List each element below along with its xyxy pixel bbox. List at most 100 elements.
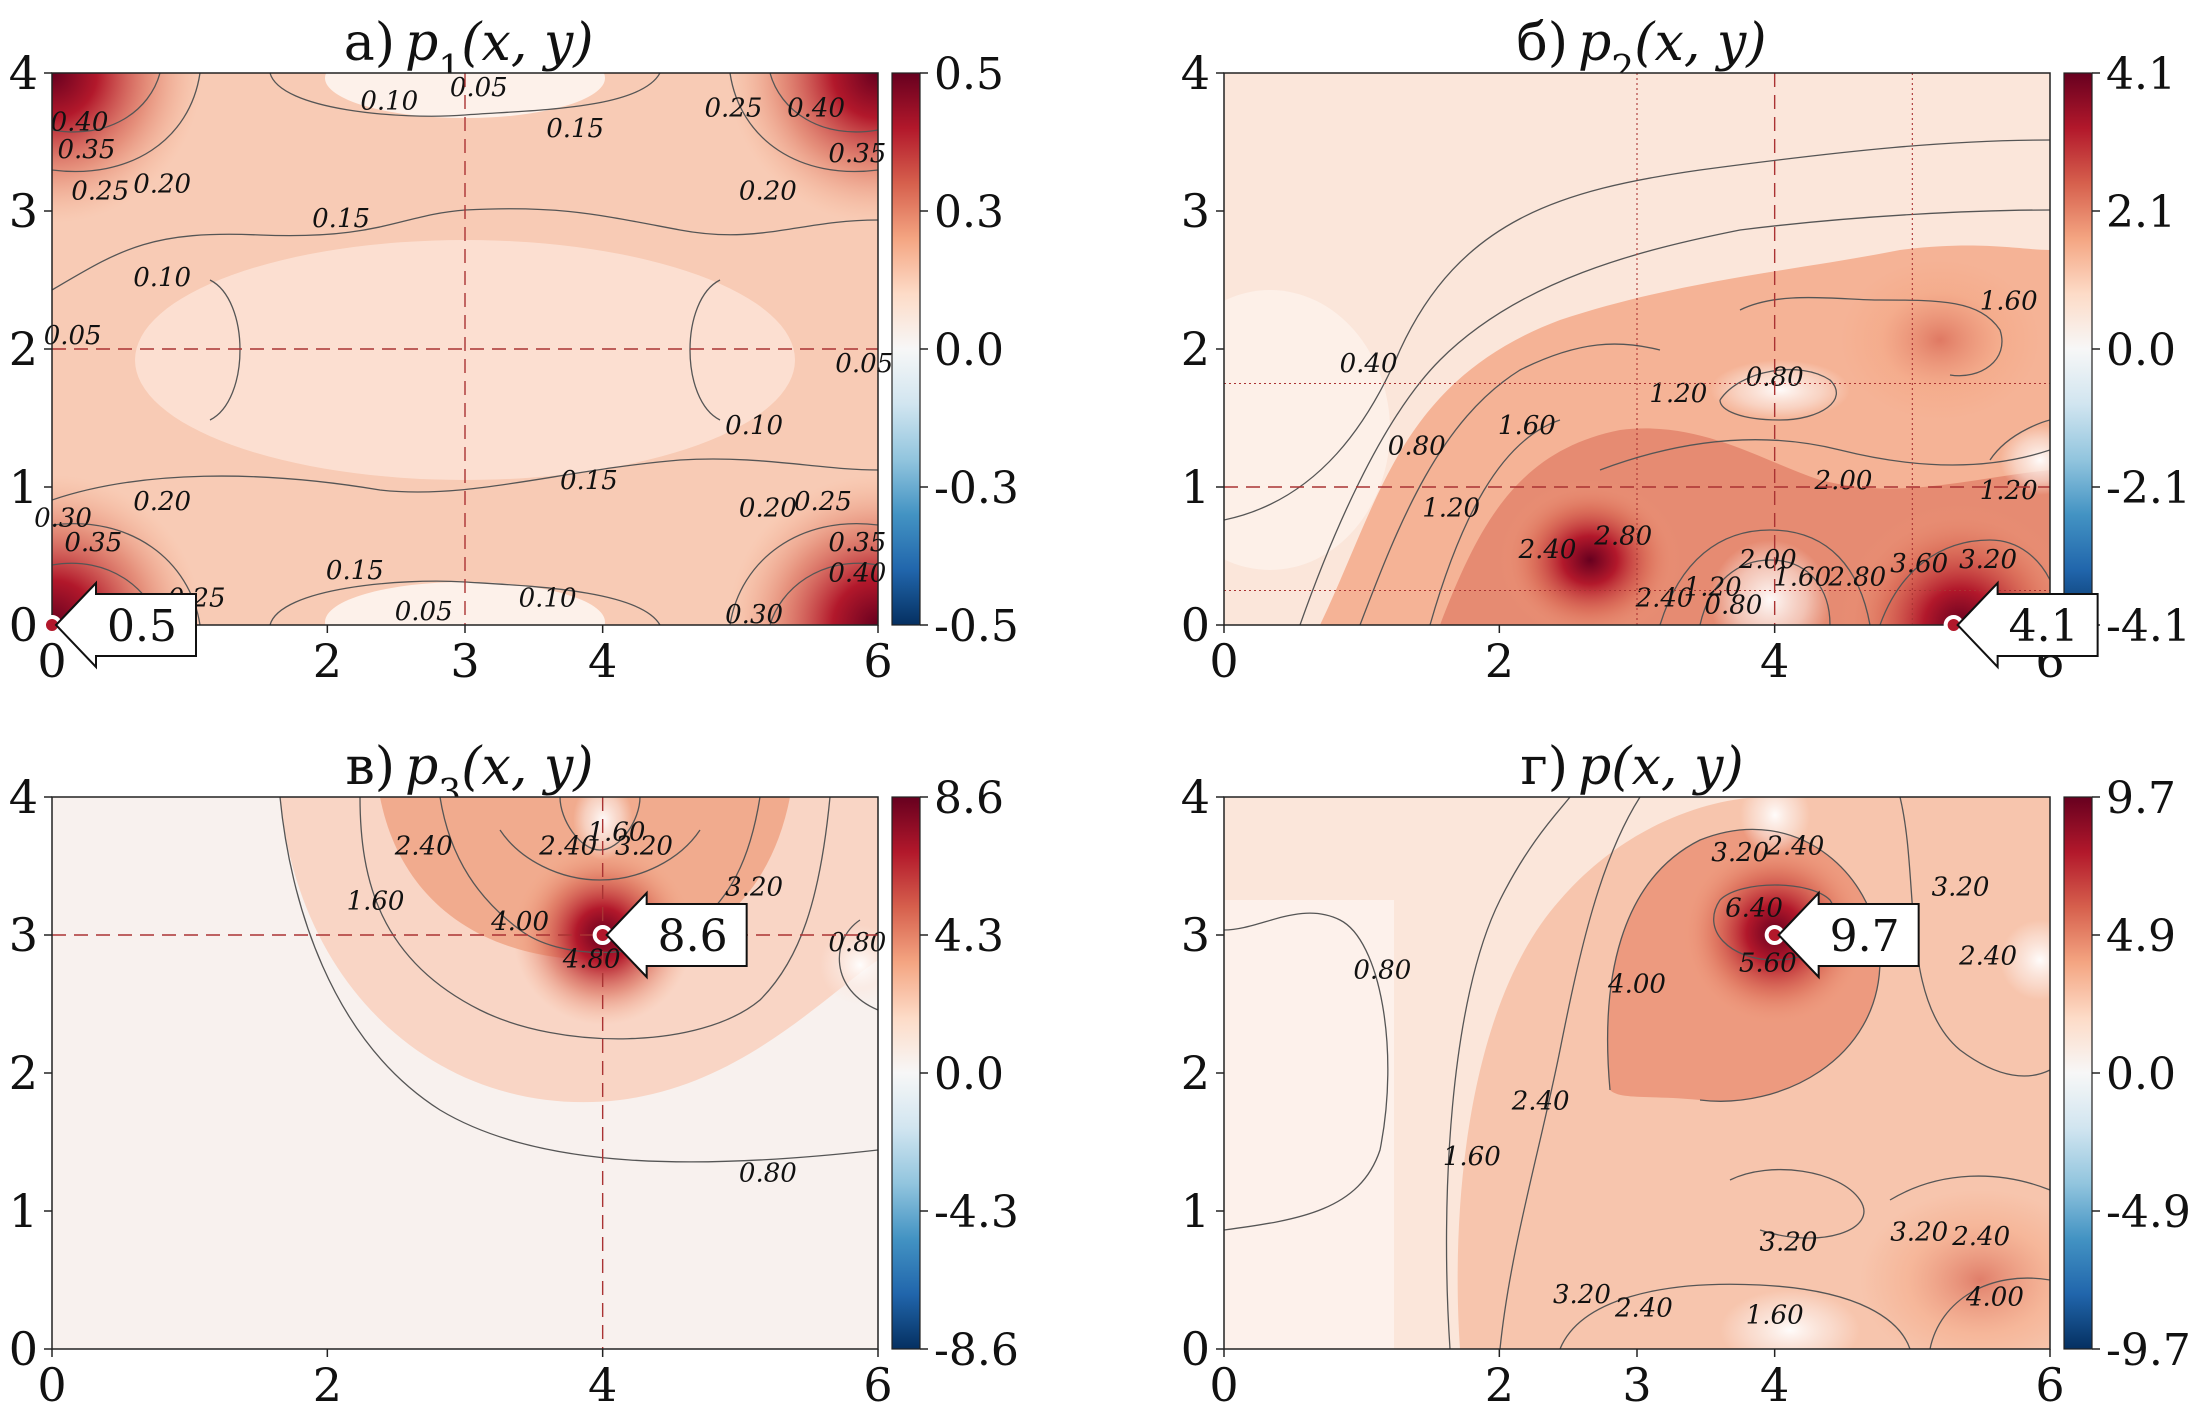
y-tick-label: 2 bbox=[1181, 1046, 1210, 1100]
contour-label: 0.40 bbox=[787, 94, 845, 124]
panel-title: p3(x, y) bbox=[405, 737, 594, 814]
y-tick-label: 3 bbox=[9, 184, 38, 238]
contour-label: 6.40 bbox=[1725, 893, 1783, 923]
y-tick-label: 1 bbox=[1181, 460, 1210, 514]
hotspot bbox=[52, 475, 202, 625]
contour-label: 4.00 bbox=[1607, 969, 1666, 999]
contour-label: 0.10 bbox=[360, 87, 418, 117]
cool-blob bbox=[2000, 920, 2050, 1000]
cool-blob bbox=[1740, 797, 1810, 855]
colorbar-tick-label: 0.0 bbox=[2106, 325, 2176, 376]
x-tick-label: 6 bbox=[863, 634, 892, 688]
contour-label: 3.20 bbox=[1959, 545, 2017, 575]
y-ticks: 0 1 2 3 4 bbox=[9, 46, 52, 652]
contour-label: 1.60 bbox=[1773, 563, 1831, 593]
contour-label: 0.80 bbox=[739, 1158, 797, 1188]
colorbar: 9.7 4.9 0.0 -4.9 -9.7 bbox=[2063, 773, 2191, 1376]
contour-labels: 0.050.100.150.200.250.350.40 0.25 0.400.35… bbox=[34, 73, 893, 630]
contour-label: 0.30 bbox=[34, 503, 92, 533]
contour-label: 0.20 bbox=[133, 487, 191, 517]
contour-label: 3.60 bbox=[1890, 549, 1948, 579]
panel-letter: а) bbox=[344, 13, 395, 73]
colorbar-tick-label: 4.1 bbox=[2106, 49, 2176, 100]
y-tick-label: 3 bbox=[1181, 908, 1210, 962]
peak-callout-arrow bbox=[1777, 890, 1920, 980]
contour-label: 4.00 bbox=[490, 907, 549, 937]
contour-label: 5.60 bbox=[1739, 949, 1797, 979]
peak-value-label: 8.6 bbox=[658, 911, 728, 962]
panel-p1: а) p1(x, y) bbox=[9, 13, 1019, 688]
warm-blob bbox=[1840, 260, 2040, 420]
peak-value-label: 0.5 bbox=[107, 601, 177, 652]
y-ticks: 0 1 2 3 4 bbox=[1181, 46, 1224, 652]
heatmap-area bbox=[1224, 797, 2050, 1349]
contour-label: 0.40 bbox=[1340, 349, 1398, 379]
contour-label: 0.10 bbox=[519, 583, 577, 613]
contour-label: 3.20 bbox=[725, 873, 783, 903]
panel-title: p(x, y) bbox=[1578, 737, 1744, 797]
x-ticks: 0 2 3 4 6 bbox=[37, 625, 893, 688]
colorbar: 0.5 0.3 0.0 -0.3 -0.5 bbox=[891, 49, 1019, 652]
contour-label: 3.20 bbox=[615, 831, 673, 861]
y-tick-label: 4 bbox=[9, 770, 38, 824]
contour-label: 0.20 bbox=[133, 169, 191, 199]
colorbar: 4.1 2.1 0.0 -2.1 -4.1 bbox=[2063, 49, 2191, 652]
contour-label: 2.40 bbox=[1635, 583, 1694, 613]
contour-label: 2.40 bbox=[1765, 831, 1824, 861]
colorbar-tick-label: -4.3 bbox=[934, 1187, 1019, 1238]
contour-label: 1.60 bbox=[1746, 1301, 1804, 1331]
panel-p: г) p(x, y) 3.20 bbox=[1181, 737, 2191, 1412]
contour-label: 0.80 bbox=[828, 928, 886, 958]
colorbar-gradient bbox=[891, 72, 921, 626]
y-tick-label: 1 bbox=[9, 1184, 38, 1238]
peak-callout: 4.1 bbox=[1943, 580, 2099, 670]
colorbar: 8.6 4.3 0.0 -4.3 -8.6 bbox=[891, 773, 1019, 1376]
contour-label: 0.25 bbox=[71, 176, 129, 206]
contour-label: 0.15 bbox=[546, 114, 604, 144]
contour-label: 2.00 bbox=[1814, 466, 1873, 496]
panel-p2: б) p2(x, y) bbox=[1181, 13, 2191, 688]
colorbar-tick-label: -0.5 bbox=[934, 601, 1019, 652]
x-tick-label: 0 bbox=[37, 634, 66, 688]
colorbar-tick-label: 0.3 bbox=[934, 187, 1004, 238]
colorbar-gradient bbox=[2063, 72, 2093, 626]
contour-label: 1.20 bbox=[1649, 379, 1707, 409]
contour-label: 0.05 bbox=[44, 321, 102, 351]
contour-label: 0.15 bbox=[312, 204, 370, 234]
colorbar-tick-label: 8.6 bbox=[934, 773, 1004, 824]
panel-title: p2(x, y) bbox=[1578, 13, 1767, 90]
contour-label: 0.05 bbox=[395, 597, 453, 627]
y-tick-label: 2 bbox=[9, 1046, 38, 1100]
peak-callout: 8.6 bbox=[592, 890, 748, 980]
colorbar-gradient bbox=[2063, 796, 2093, 1350]
peak-callout: 0.5 bbox=[42, 580, 197, 670]
contour-label: 1.60 bbox=[1498, 411, 1556, 441]
x-tick-label: 3 bbox=[1622, 1358, 1651, 1412]
colorbar-tick-label: -2.1 bbox=[2106, 463, 2191, 514]
contour-label: 0.35 bbox=[64, 528, 122, 558]
contour-label: 3.20 bbox=[1890, 1218, 1948, 1248]
x-tick-label: 2 bbox=[313, 1358, 342, 1412]
y-tick-label: 2 bbox=[1181, 322, 1210, 376]
contour-lines bbox=[1224, 797, 2050, 1349]
peak-callout-arrow bbox=[605, 890, 748, 980]
contour-lines bbox=[1224, 139, 2050, 625]
y-tick-label: 3 bbox=[1181, 184, 1210, 238]
y-ticks: 0 1 2 3 4 bbox=[9, 770, 52, 1376]
colorbar-tick-label: 0.5 bbox=[934, 49, 1004, 100]
guide-lines bbox=[52, 73, 878, 625]
cool-blob bbox=[820, 925, 878, 1005]
peak-callout: 9.7 bbox=[1764, 890, 1920, 980]
contour-label: 0.15 bbox=[326, 556, 384, 586]
contour-label: 1.20 bbox=[1684, 572, 1742, 602]
contour-label: 0.10 bbox=[725, 411, 783, 441]
x-tick-label: 0 bbox=[1209, 634, 1238, 688]
contour-label: 1.60 bbox=[1443, 1142, 1501, 1172]
hotspot bbox=[728, 73, 878, 223]
x-tick-label: 4 bbox=[588, 1358, 617, 1412]
contour-label: 1.60 bbox=[1980, 287, 2038, 317]
contour-label: 2.80 bbox=[1593, 521, 1652, 551]
y-tick-label: 4 bbox=[9, 46, 38, 100]
x-ticks: 0 2 3 4 6 bbox=[1209, 1349, 2065, 1412]
